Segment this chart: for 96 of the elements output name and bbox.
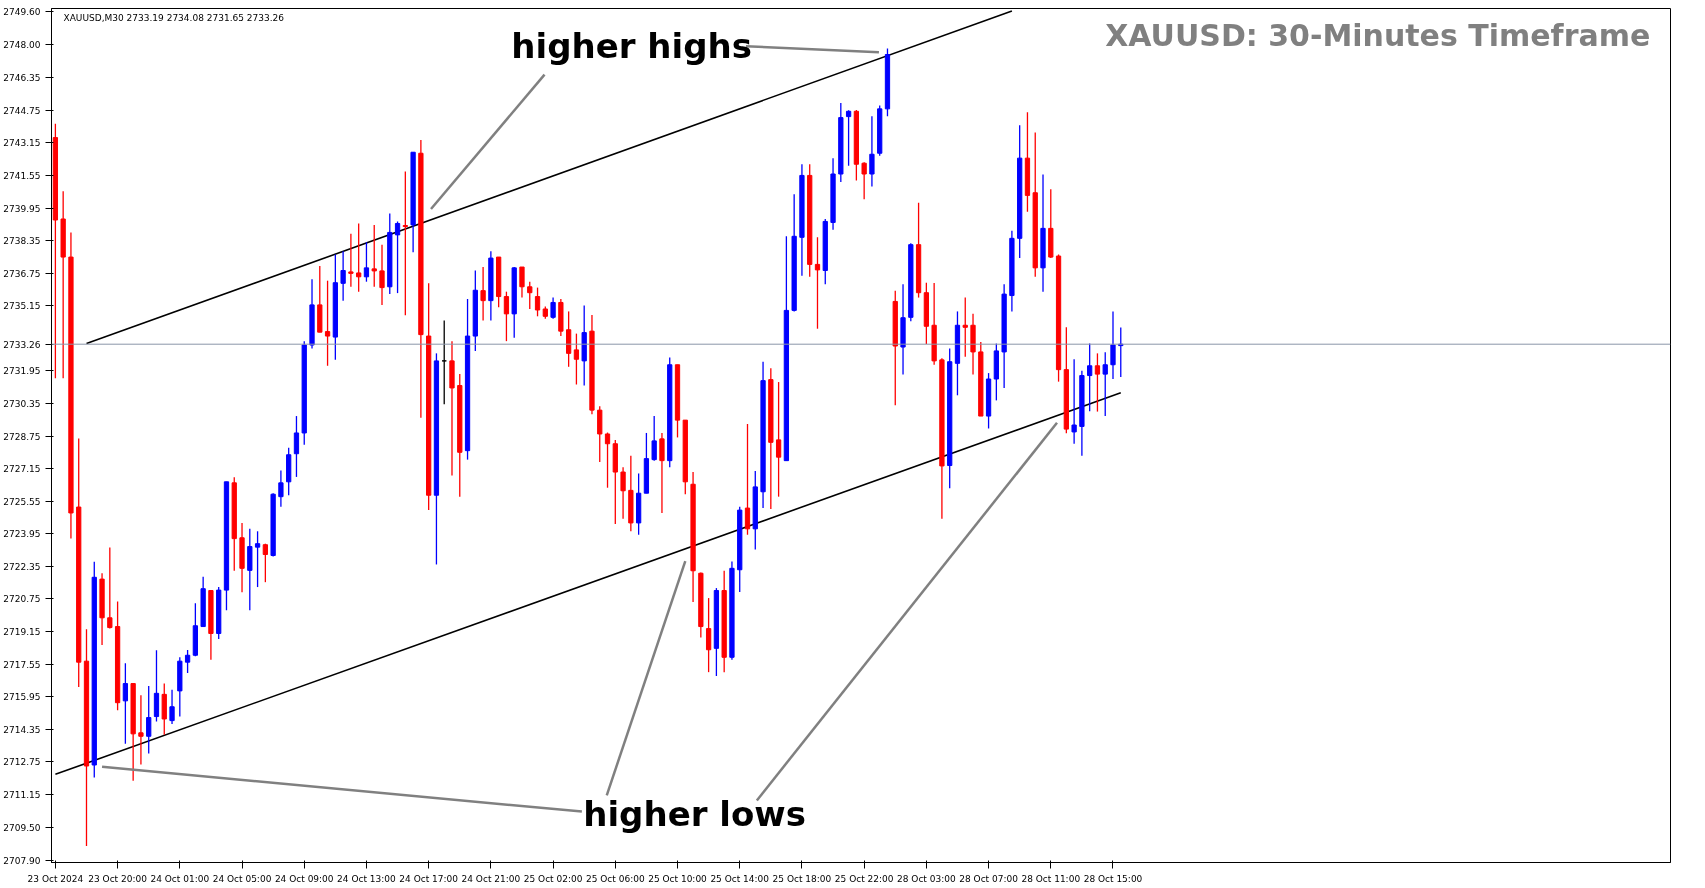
candlestick: [278, 469, 284, 508]
x-tick-label: 25 Oct 22:00: [834, 873, 894, 884]
candlestick: [861, 161, 867, 200]
x-tick-label: 28 Oct 03:00: [897, 873, 956, 884]
candlestick: [775, 381, 782, 498]
candlestick: [1071, 358, 1077, 445]
y-tick-label: 2709.50: [3, 823, 41, 834]
candlestick: [659, 432, 665, 514]
y-tick-label: 2744.75: [3, 105, 41, 116]
candlestick: [262, 543, 268, 583]
x-tick-label: 28 Oct 15:00: [1083, 873, 1143, 884]
candlestick: [480, 266, 486, 322]
candlestick: [146, 685, 152, 755]
x-tick-label: 24 Oct 13:00: [337, 873, 397, 884]
x-tick-label: 25 Oct 02:00: [523, 873, 583, 884]
y-tick-label: 2720.75: [3, 594, 41, 605]
y-tick-label: 2749.60: [3, 7, 41, 18]
y-tick-label: 2723.95: [3, 529, 41, 540]
y-tick-label: 2722.35: [3, 561, 41, 572]
x-tick-label: 23 Oct 20:00: [88, 873, 148, 884]
candlestick: [247, 528, 253, 611]
candlestick: [394, 220, 401, 294]
candlestick: [402, 170, 408, 316]
y-tick-label: 2748.00: [3, 39, 41, 50]
y-tick-label: 2717.55: [3, 659, 41, 670]
candlestick: [293, 415, 300, 478]
candlestick: [744, 423, 751, 536]
candlestick: [527, 281, 533, 310]
x-tick-label: 25 Oct 14:00: [710, 873, 770, 884]
candlestick: [620, 466, 626, 520]
candlestick: [503, 291, 510, 342]
x-tick-label: 25 Oct 06:00: [585, 873, 645, 884]
candlestick: [845, 109, 852, 167]
candlestick: [814, 236, 821, 330]
y-tick-label: 2719.15: [3, 626, 41, 637]
candlestick: [371, 224, 377, 288]
candlestick: [340, 250, 346, 302]
candlestick: [550, 296, 556, 320]
x-tick-label: 28 Oct 07:00: [959, 873, 1019, 884]
candlestick: [254, 530, 261, 588]
y-tick-label: 2728.75: [3, 431, 41, 442]
y-tick-label: 2711.15: [3, 789, 41, 800]
candlestick: [1087, 342, 1093, 412]
candlestick: [356, 222, 362, 293]
x-tick-label: 23 Oct 2024: [27, 873, 84, 884]
candlestick: [324, 280, 331, 367]
y-tick-label: 2712.75: [3, 757, 41, 768]
candlestick: [1102, 351, 1108, 417]
x-tick-label: 25 Oct 18:00: [772, 873, 832, 884]
y-tick-label: 2715.95: [3, 692, 41, 703]
y-tick-label: 2741.55: [3, 170, 41, 181]
x-tick-label: 24 Oct 01:00: [150, 873, 210, 884]
chart-subtitle: XAUUSD,M30 2733.19 2734.08 2731.65 2733.26: [63, 12, 285, 23]
x-tick-label: 24 Oct 17:00: [399, 873, 459, 884]
candlestick: [1110, 310, 1116, 380]
candlestick: [184, 649, 191, 674]
annotation: higher lows: [583, 793, 806, 834]
y-tick-label: 2727.15: [3, 464, 41, 475]
y-tick-label: 2725.55: [3, 496, 41, 507]
candlestick: [379, 244, 385, 306]
candlestick: [363, 241, 370, 283]
candlestick: [169, 689, 175, 725]
candlestick: [962, 296, 968, 358]
y-tick-label: 2743.15: [3, 138, 41, 149]
x-tick-label: 25 Oct 10:00: [648, 873, 708, 884]
candlestick: [1094, 352, 1101, 413]
x-tick-label: 24 Oct 05:00: [212, 873, 272, 884]
candlestick: [573, 332, 580, 386]
candlestick: [597, 405, 603, 463]
annotation: higher highs: [511, 26, 752, 67]
y-tick-label: 2746.35: [3, 73, 41, 84]
candlestick: [107, 546, 113, 630]
candlestick: [122, 662, 129, 745]
y-tick-label: 2739.95: [3, 203, 41, 214]
candlestick: [705, 597, 712, 673]
y-tick-label: 2731.95: [3, 366, 41, 377]
x-tick-label: 28 Oct 11:00: [1021, 873, 1081, 884]
candlestick: [604, 431, 611, 489]
text: XAUUSD: 30-Minutes Timeframe: [1105, 17, 1651, 53]
candlestick: [651, 415, 657, 462]
candlestick: [519, 266, 525, 299]
y-tick-label: 2714.35: [3, 724, 41, 735]
y-tick-label: 2735.15: [3, 301, 41, 312]
candlestick: [153, 649, 160, 723]
x-tick-label: 24 Oct 09:00: [274, 873, 334, 884]
y-tick-label: 2736.75: [3, 268, 41, 279]
x-tick-label: 24 Oct 21:00: [461, 873, 521, 884]
candlestick: [534, 286, 541, 317]
y-tick-label: 2738.35: [3, 236, 41, 247]
candlestick: [566, 310, 572, 368]
candlestick: [348, 233, 354, 288]
y-tick-label: 2707.90: [3, 855, 41, 866]
candlestick: [869, 115, 875, 188]
ref-line-label: 2733.26: [3, 339, 41, 350]
y-tick-label: 2730.35: [3, 398, 41, 409]
candlestick: [138, 694, 144, 766]
